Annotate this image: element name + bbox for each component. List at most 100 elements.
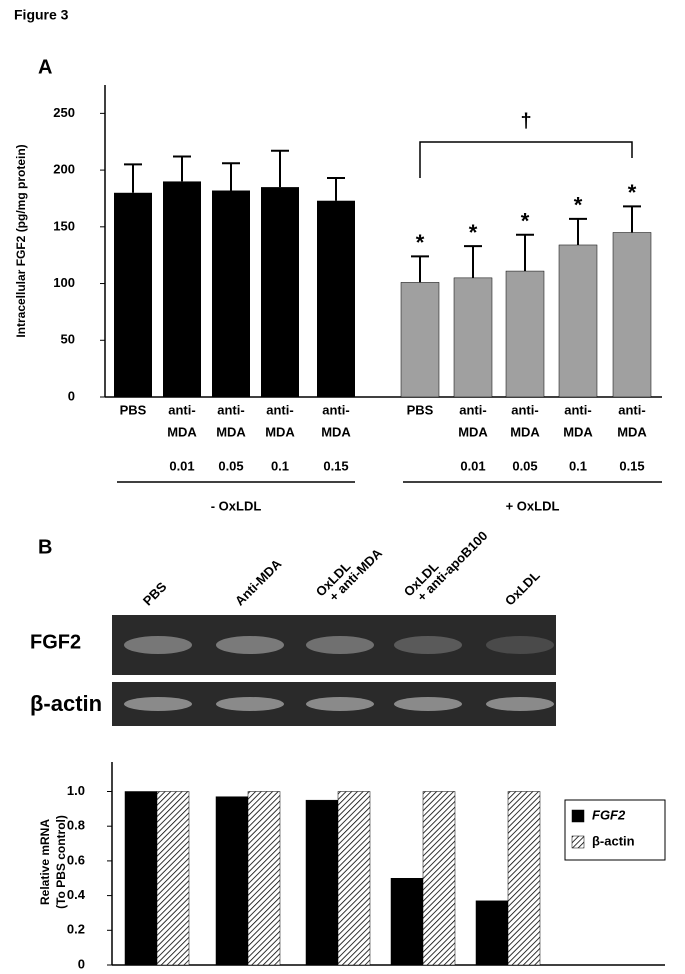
x-tick-label: anti- xyxy=(168,402,195,417)
significance-mark: * xyxy=(416,230,425,255)
lane-label: OxLDL+ anti-apoB100 xyxy=(401,528,491,604)
x-tick-label: MDA xyxy=(563,424,593,439)
group-label: - OxLDL xyxy=(211,498,262,513)
concentration-label: 0.05 xyxy=(218,458,243,473)
bar xyxy=(317,200,355,397)
bar xyxy=(507,791,541,966)
error-bar xyxy=(271,149,289,188)
gel-band xyxy=(486,697,554,711)
y-tick-label: 1.0 xyxy=(67,783,85,798)
error-bar xyxy=(516,233,534,272)
concentration-label: 0.1 xyxy=(569,458,587,473)
bar xyxy=(215,796,249,966)
y-tick-label: 200 xyxy=(53,162,75,177)
gel-band xyxy=(124,697,192,711)
significance-mark: * xyxy=(574,193,583,218)
bar xyxy=(558,244,598,398)
gel-band xyxy=(394,697,462,711)
x-tick-label: anti- xyxy=(217,402,244,417)
gel-band xyxy=(306,636,374,654)
error-bar xyxy=(173,155,191,182)
bar xyxy=(114,192,152,397)
bar xyxy=(337,791,371,966)
x-tick-label: MDA xyxy=(265,424,295,439)
y-axis-label: Relative mRNA (To PBS control) xyxy=(38,815,68,909)
bar xyxy=(475,900,509,966)
lane-label: PBS xyxy=(140,579,170,609)
bar xyxy=(305,799,339,966)
legend-label: FGF2 xyxy=(592,807,626,822)
x-tick-label: MDA xyxy=(216,424,246,439)
gel-band xyxy=(216,697,284,711)
concentration-label: 0.1 xyxy=(271,458,289,473)
panel-label: A xyxy=(38,56,52,78)
lane-label: OxLDL xyxy=(502,568,543,609)
significance-mark: * xyxy=(469,220,478,245)
bracket xyxy=(419,141,633,178)
bar xyxy=(422,791,456,966)
y-tick-label: 100 xyxy=(53,275,75,290)
bar xyxy=(400,282,440,398)
x-tick-label: anti- xyxy=(618,402,645,417)
bar xyxy=(156,791,190,966)
panel-label: B xyxy=(38,536,52,558)
concentration-label: 0.01 xyxy=(169,458,194,473)
lane-label: OxLDL+ anti-MDA xyxy=(313,545,386,604)
group-label: + OxLDL xyxy=(506,498,560,513)
y-tick-label: 0.2 xyxy=(67,922,85,937)
gel-band xyxy=(486,636,554,654)
bar xyxy=(212,190,250,397)
x-tick-label: PBS xyxy=(407,402,434,417)
bar xyxy=(505,270,545,398)
legend-swatch xyxy=(571,835,585,849)
y-tick-label: 50 xyxy=(61,332,75,347)
gel-band xyxy=(124,636,192,654)
x-tick-label: PBS xyxy=(120,402,147,417)
gel-row-label: β-actin xyxy=(30,691,102,716)
bar xyxy=(124,791,158,966)
legend-swatch xyxy=(571,809,585,823)
bar xyxy=(247,791,281,966)
lane-label-line: PBS xyxy=(140,579,170,609)
x-tick-label: MDA xyxy=(167,424,197,439)
x-tick-label: MDA xyxy=(617,424,647,439)
y-tick-label: 0.6 xyxy=(67,852,85,867)
lane-label-line: OxLDL xyxy=(502,568,543,609)
error-bar xyxy=(569,217,587,245)
concentration-label: 0.01 xyxy=(460,458,485,473)
y-tick-label: 0 xyxy=(78,956,85,971)
x-tick-label: MDA xyxy=(321,424,351,439)
error-bar xyxy=(222,162,240,191)
x-tick-label: anti- xyxy=(266,402,293,417)
y-tick-label: 250 xyxy=(53,105,75,120)
bar xyxy=(163,181,201,397)
gel-band xyxy=(394,636,462,654)
y-tick-label: 0.8 xyxy=(67,818,85,833)
error-bar xyxy=(411,255,429,283)
error-bar xyxy=(327,177,345,201)
y-tick-label: 0 xyxy=(68,388,75,403)
y-tick-label: 0.4 xyxy=(67,887,86,902)
y-axis-label: Intracellular FGF2 (pg/mg protein) xyxy=(14,144,28,337)
y-axis-label-line: Relative mRNA xyxy=(38,819,52,905)
x-tick-label: MDA xyxy=(458,424,488,439)
y-tick-label: 150 xyxy=(53,218,75,233)
bar xyxy=(612,232,652,398)
x-tick-label: anti- xyxy=(511,402,538,417)
significance-mark: * xyxy=(628,180,637,205)
gel-band xyxy=(306,697,374,711)
bar xyxy=(261,187,299,397)
error-bar xyxy=(464,245,482,278)
concentration-label: 0.15 xyxy=(619,458,644,473)
x-tick-label: MDA xyxy=(510,424,540,439)
significance-mark: * xyxy=(521,209,530,234)
gel-row-label: FGF2 xyxy=(30,631,81,653)
error-bar xyxy=(124,163,142,193)
lane-label: Anti-MDA xyxy=(232,556,285,609)
figure-title: Figure 3 xyxy=(14,7,69,23)
error-bar xyxy=(623,205,641,233)
bar xyxy=(390,877,424,966)
bar xyxy=(453,277,493,398)
x-tick-label: anti- xyxy=(564,402,591,417)
